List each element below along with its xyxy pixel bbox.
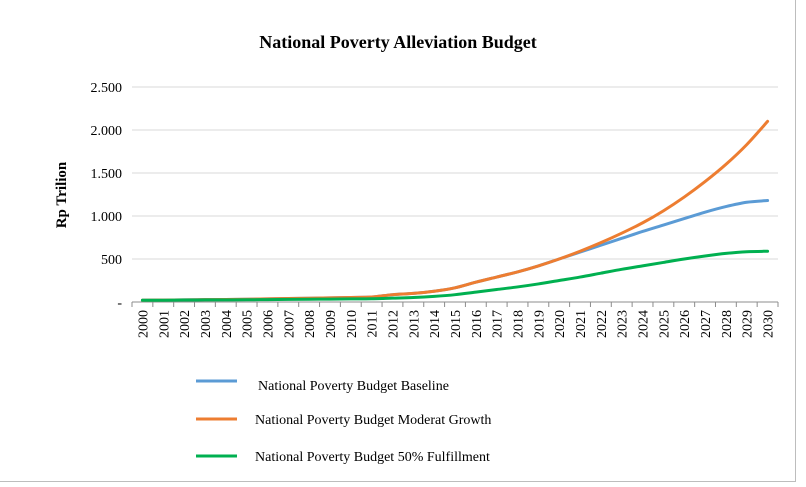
x-tick-label: 2013 [407, 310, 422, 338]
x-tick-label: 2005 [241, 310, 256, 338]
y-tick-label: 2.000 [91, 124, 123, 139]
legend-entry-label: National Poverty Budget Baseline [258, 379, 449, 394]
chart-frame: National Poverty Alleviation Budget Rp T… [0, 0, 796, 482]
y-axis-label: Rp Trilion [54, 161, 70, 228]
x-tick-label: 2000 [136, 310, 151, 338]
x-tick-label: 2004 [220, 310, 235, 338]
gridlines [132, 86, 778, 303]
series-line-2 [140, 249, 770, 302]
x-tick-label: 2021 [574, 310, 589, 338]
x-tick-label: 2012 [386, 310, 401, 338]
x-tick-label: 2018 [512, 310, 527, 338]
legend-entry-label: National Poverty Budget Moderat Growth [255, 413, 491, 428]
x-tick-label: 2022 [595, 310, 610, 338]
x-tick-label: 2030 [762, 310, 777, 338]
y-tick-label: 500 [101, 253, 122, 268]
series-line-1 [140, 119, 770, 302]
x-tick-label: 2023 [616, 310, 631, 338]
y-axis-ticks: - 500 1.000 1.500 2.000 2.500 [91, 81, 123, 311]
x-tick-label: 2028 [720, 310, 735, 338]
x-tick-label: 2024 [637, 310, 652, 338]
x-tick-label: 2007 [282, 310, 297, 338]
x-tick-label: 2010 [345, 310, 360, 338]
legend: National Poverty Budget Baseline National… [196, 379, 491, 465]
x-tick-label: 2027 [699, 310, 714, 338]
x-tick-label: 2014 [428, 310, 443, 338]
line-chart: National Poverty Alleviation Budget Rp T… [54, 32, 779, 465]
legend-entry-label: National Poverty Budget 50% Fulfillment [255, 450, 490, 465]
x-tick-label: 2001 [157, 310, 172, 338]
x-tick-label: 2025 [657, 310, 672, 338]
y-tick-label: 1.500 [91, 167, 123, 182]
x-tick-label: 2009 [324, 310, 339, 338]
x-tick-label: 2026 [678, 310, 693, 338]
x-tick-label: 2003 [199, 310, 214, 338]
x-tick-label: 2002 [178, 310, 193, 338]
x-tick-label: 2016 [470, 310, 485, 338]
x-tick-label: 2017 [491, 310, 506, 338]
x-tick-label: 2008 [303, 310, 318, 338]
series-line-0 [140, 199, 770, 302]
x-tick-label: 2020 [553, 310, 568, 338]
x-tick-label: 2011 [366, 310, 381, 337]
y-tick-label: 2.500 [91, 81, 123, 96]
x-tick-label: 2006 [261, 310, 276, 338]
y-tick-label: - [117, 296, 122, 311]
series-lines [140, 119, 770, 302]
x-axis-ticks: 2000 2001 2002 2003 2004 2005 2006 2007 2008 2009… [131, 302, 779, 338]
x-tick-label: 2029 [741, 310, 756, 338]
x-tick-label: 2019 [532, 310, 547, 338]
y-tick-label: 1.000 [91, 210, 123, 225]
x-tick-label: 2015 [449, 310, 464, 338]
chart-title: National Poverty Alleviation Budget [259, 32, 537, 52]
